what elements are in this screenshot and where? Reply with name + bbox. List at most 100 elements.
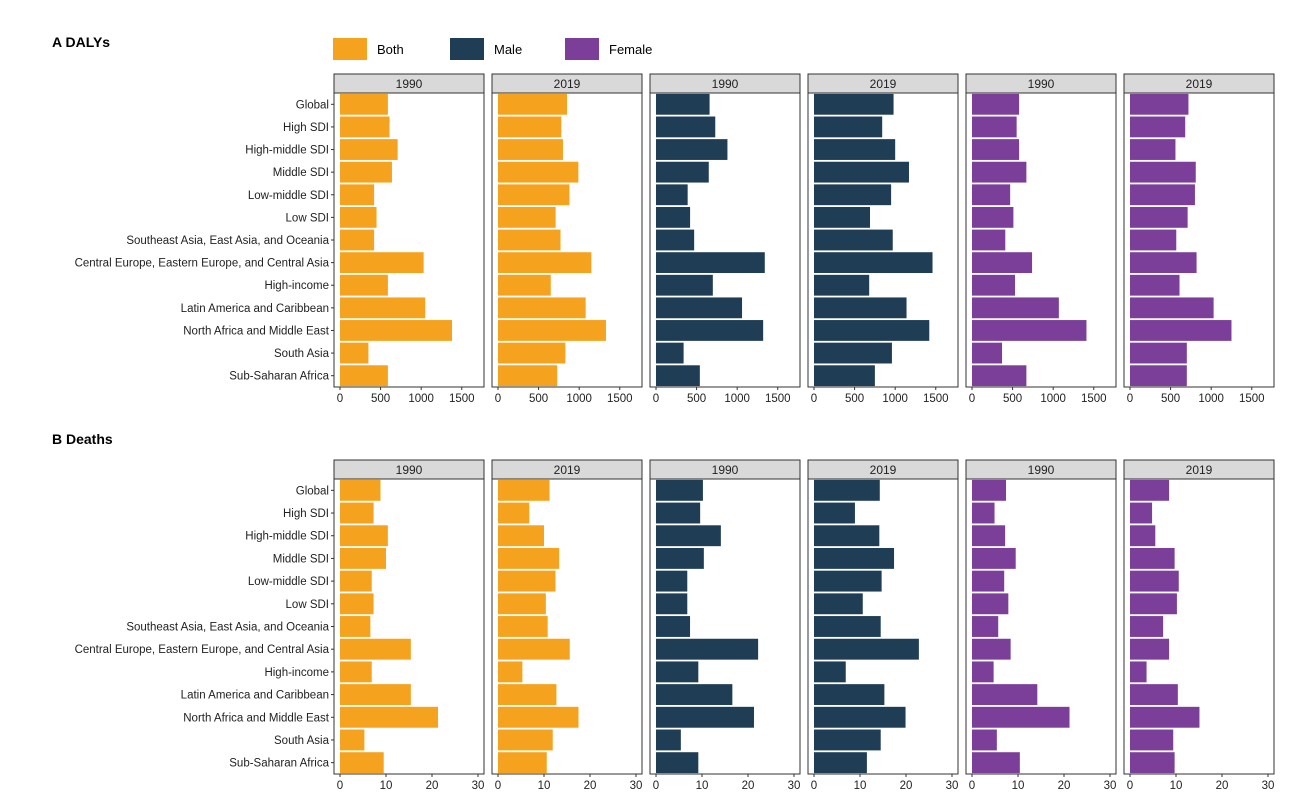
deaths-category-label-global: Global: [296, 485, 329, 497]
deaths-male-2019-x-tick-label: 0: [811, 780, 817, 792]
deaths-male-1990-bar-high-sdi: [656, 502, 701, 524]
deaths-female-2019-bar-north-africa-and-middle-east: [1130, 706, 1200, 728]
dalys-female-1990-x-tick-label: 500: [1003, 393, 1022, 405]
deaths-category-label-middle-sdi: Middle SDI: [273, 553, 329, 565]
dalys-male-2019-x-tick-label: 1500: [923, 393, 949, 405]
deaths-male-1990-bar-global: [656, 479, 703, 501]
dalys-female-2019-facet-label: 2019: [1186, 77, 1213, 91]
deaths-category-label-latin-america-and-caribbean: Latin America and Caribbean: [181, 690, 329, 702]
deaths-female-2019-bar-high-middle-sdi: [1130, 525, 1156, 547]
dalys-both-2019-bar-sub-saharan-africa: [498, 365, 558, 387]
dalys-male-2019-bar-high-middle-sdi: [814, 139, 896, 160]
dalys-male-2019-facet-label: 2019: [870, 77, 897, 91]
deaths-male-2019-bar-south-asia: [814, 729, 881, 751]
dalys-category-label-high-income: High-income: [264, 280, 329, 292]
dalys-both-1990-bar-sub-saharan-africa: [340, 365, 388, 387]
dalys-male-2019-x-tick-label: 0: [811, 393, 817, 405]
deaths-male-2019-bar-low-sdi: [814, 593, 863, 615]
deaths-female-2019-x-tick-label: 10: [1170, 780, 1183, 792]
dalys-male-2019-bar-southeast-asia-east-asia-and-oceania: [814, 229, 893, 251]
deaths-both-2019-bar-south-asia: [498, 729, 553, 751]
deaths-male-2019-bar-sub-saharan-africa: [814, 752, 867, 774]
dalys-male-1990-bar-global: [656, 93, 710, 115]
deaths-both-1990-bar-global: [340, 479, 381, 501]
deaths-female-1990-bar-north-africa-and-middle-east: [972, 706, 1070, 728]
dalys-both-1990-x-tick-label: 0: [337, 393, 343, 405]
deaths-female-2019-bar-low-sdi: [1130, 593, 1177, 615]
deaths-female-1990-facet-label: 1990: [1028, 463, 1055, 477]
dalys-female-2019-bar-southeast-asia-east-asia-and-oceania: [1130, 229, 1177, 251]
dalys-female-1990-x-tick-label: 1000: [1040, 393, 1066, 405]
dalys-female-1990-x-tick-label: 0: [969, 393, 975, 405]
dalys-both-2019-bar-central-europe-eastern-europe-and-central-asia: [498, 252, 592, 274]
dalys-female-2019-bar-high-sdi: [1130, 116, 1186, 138]
dalys-female-2019-bar-south-asia: [1130, 342, 1187, 364]
dalys-male-2019-bar-low-middle-sdi: [814, 184, 892, 206]
deaths-category-label-north-africa-and-middle-east: North Africa and Middle East: [183, 712, 330, 724]
dalys-female-1990-facet-label: 1990: [1028, 77, 1055, 91]
dalys-female-2019-bar-low-sdi: [1130, 206, 1188, 228]
deaths-both-1990-bar-middle-sdi: [340, 547, 386, 569]
deaths-female-2019-bar-high-sdi: [1130, 502, 1153, 524]
dalys-female-2019-x-tick-label: 1500: [1239, 393, 1265, 405]
dalys-both-1990-x-tick-label: 500: [371, 393, 390, 405]
dalys-category-label-southeast-asia-east-asia-and-oceania: Southeast Asia, East Asia, and Oceania: [126, 235, 329, 247]
dalys-male-2019-x-tick-label: 500: [845, 393, 864, 405]
dalys-both-1990-bar-high-middle-sdi: [340, 139, 398, 160]
deaths-both-1990-x-tick-label: 0: [337, 780, 343, 792]
dalys-both-1990-x-tick-label: 1000: [408, 393, 434, 405]
deaths-female-1990-x-tick-label: 30: [1104, 780, 1117, 792]
deaths-male-1990-bar-north-africa-and-middle-east: [656, 706, 754, 728]
deaths-female-1990-bar-high-middle-sdi: [972, 525, 1006, 547]
dalys-female-1990-bar-central-europe-eastern-europe-and-central-asia: [972, 252, 1033, 274]
deaths-male-1990-bar-high-middle-sdi: [656, 525, 721, 547]
dalys-both-2019-bar-latin-america-and-caribbean: [498, 297, 586, 319]
legend-swatch-male: [450, 38, 484, 60]
dalys-category-label-low-sdi: Low SDI: [286, 212, 329, 224]
deaths-category-label-sub-saharan-africa: Sub-Saharan Africa: [229, 758, 329, 770]
dalys-male-1990-bar-high-middle-sdi: [656, 139, 728, 160]
deaths-male-1990-bar-low-sdi: [656, 593, 688, 615]
dalys-both-2019-x-tick-label: 1500: [607, 393, 633, 405]
deaths-category-label-low-sdi: Low SDI: [286, 599, 329, 611]
dalys-female-1990-bar-low-sdi: [972, 206, 1014, 228]
deaths-category-label-southeast-asia-east-asia-and-oceania: Southeast Asia, East Asia, and Oceania: [126, 622, 329, 634]
dalys-male-1990-bar-high-sdi: [656, 116, 716, 138]
dalys-female-1990-bar-north-africa-and-middle-east: [972, 320, 1087, 341]
dalys-female-1990-bar-high-middle-sdi: [972, 139, 1020, 160]
deaths-female-2019-bar-low-middle-sdi: [1130, 570, 1179, 592]
dalys-female-2019-x-tick-label: 1000: [1198, 393, 1224, 405]
section-title-dalys: A DALYs: [52, 34, 111, 50]
deaths-both-1990-bar-latin-america-and-caribbean: [340, 684, 411, 706]
deaths-both-2019-bar-north-africa-and-middle-east: [498, 706, 579, 728]
dalys-both-1990-bar-high-income: [340, 274, 388, 296]
dalys-male-1990-facet-label: 1990: [712, 77, 739, 91]
legend-item-male: Male: [450, 37, 522, 61]
dalys-female-1990-bar-global: [972, 93, 1020, 115]
deaths-female-2019-facet-label: 2019: [1186, 463, 1213, 477]
deaths-both-1990-bar-low-sdi: [340, 593, 374, 615]
dalys-category-label-high-sdi: High SDI: [283, 122, 329, 134]
deaths-female-2019-x-tick-label: 20: [1216, 780, 1229, 792]
deaths-male-2019-bar-high-income: [814, 661, 846, 683]
deaths-both-1990-bar-southeast-asia-east-asia-and-oceania: [340, 616, 371, 637]
dalys-both-2019-bar-north-africa-and-middle-east: [498, 320, 606, 341]
deaths-both-1990-bar-high-middle-sdi: [340, 525, 388, 547]
dalys-male-1990-bar-south-asia: [656, 342, 684, 364]
deaths-both-1990-x-tick-label: 10: [380, 780, 393, 792]
deaths-male-2019-bar-central-europe-eastern-europe-and-central-asia: [814, 638, 919, 660]
dalys-male-1990-bar-north-africa-and-middle-east: [656, 320, 764, 341]
dalys-male-1990-bar-central-europe-eastern-europe-and-central-asia: [656, 252, 765, 274]
deaths-category-label-central-europe-eastern-europe-and-central-asia: Central Europe, Eastern Europe, and Cent…: [75, 644, 330, 656]
dalys-both-1990-x-tick-label: 1500: [449, 393, 475, 405]
dalys-female-2019-bar-high-income: [1130, 274, 1180, 296]
deaths-both-2019-bar-latin-america-and-caribbean: [498, 684, 557, 706]
deaths-female-2019-bar-southeast-asia-east-asia-and-oceania: [1130, 616, 1164, 637]
deaths-female-1990-bar-south-asia: [972, 729, 997, 751]
dalys-both-1990-bar-low-sdi: [340, 206, 377, 228]
legend-item-both: Both: [333, 37, 404, 61]
deaths-both-1990-bar-north-africa-and-middle-east: [340, 706, 438, 728]
deaths-female-1990-bar-central-europe-eastern-europe-and-central-asia: [972, 638, 1011, 660]
deaths-both-1990-facet-label: 1990: [396, 463, 423, 477]
